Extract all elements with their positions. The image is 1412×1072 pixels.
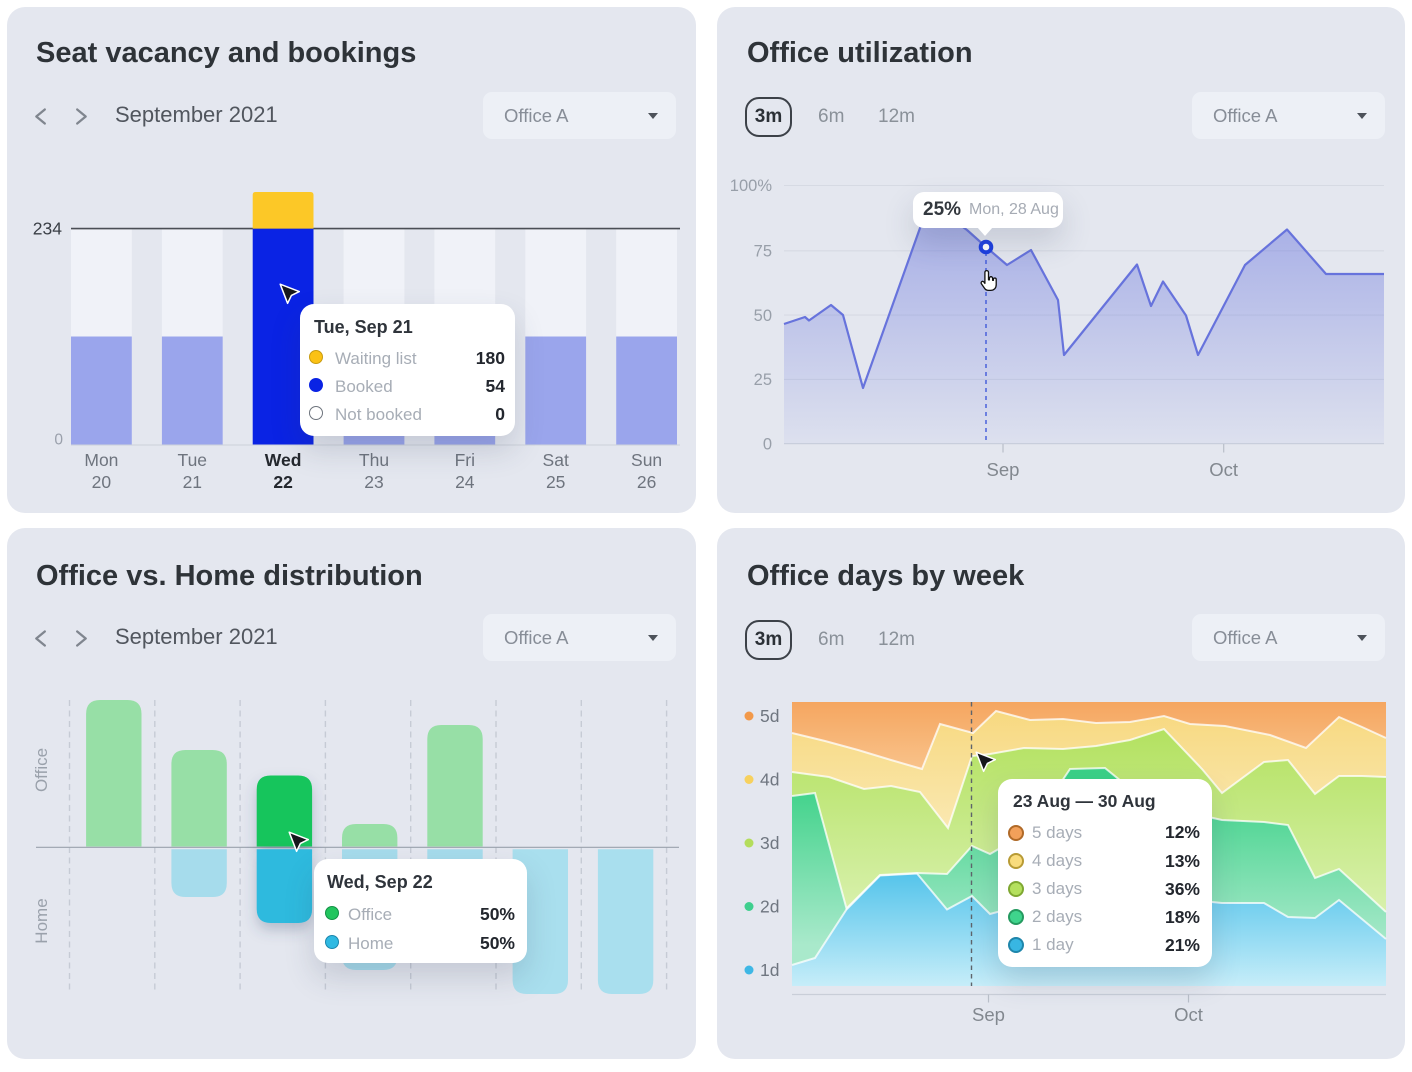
svg-text:50: 50 <box>754 307 772 325</box>
svg-text:1d: 1d <box>760 960 779 980</box>
svg-text:0: 0 <box>763 436 772 454</box>
svg-text:Office: Office <box>32 748 51 792</box>
svg-text:Sun: Sun <box>631 450 662 470</box>
svg-text:5d: 5d <box>760 706 779 726</box>
svg-text:Sat: Sat <box>543 450 569 470</box>
svg-text:25: 25 <box>754 371 772 389</box>
svg-text:22: 22 <box>273 472 293 492</box>
svg-text:Thu: Thu <box>359 450 389 470</box>
svg-text:234: 234 <box>33 219 62 239</box>
svg-text:0: 0 <box>54 432 63 449</box>
svg-text:24: 24 <box>455 472 475 492</box>
svg-text:25: 25 <box>546 472 565 492</box>
svg-text:26: 26 <box>637 472 656 492</box>
svg-text:Oct: Oct <box>1174 1004 1203 1025</box>
svg-text:23: 23 <box>364 472 383 492</box>
svg-text:Tue: Tue <box>178 450 208 470</box>
svg-text:Fri: Fri <box>455 450 475 470</box>
svg-text:Oct: Oct <box>1209 459 1238 480</box>
svg-text:4d: 4d <box>760 770 779 790</box>
svg-text:Wed: Wed <box>265 450 302 470</box>
svg-text:20: 20 <box>92 472 112 492</box>
svg-text:Sep: Sep <box>987 459 1020 480</box>
svg-text:100%: 100% <box>730 177 773 195</box>
svg-text:75: 75 <box>754 243 772 261</box>
svg-text:21: 21 <box>183 472 202 492</box>
svg-text:Sep: Sep <box>972 1004 1005 1025</box>
svg-text:Mon: Mon <box>84 450 118 470</box>
svg-text:3d: 3d <box>760 833 779 853</box>
svg-text:Home: Home <box>32 898 51 943</box>
svg-text:2d: 2d <box>760 897 779 917</box>
